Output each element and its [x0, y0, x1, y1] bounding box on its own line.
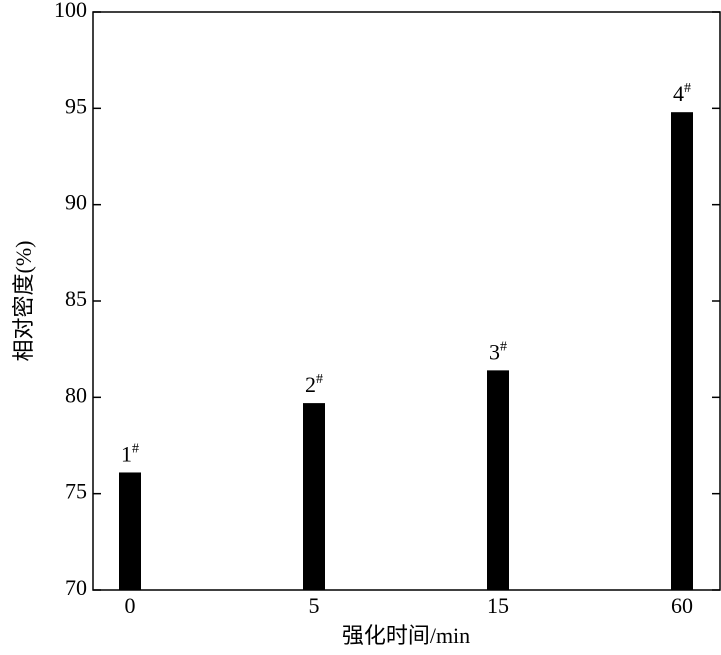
y-tick-label: 100	[54, 0, 87, 22]
bar	[487, 370, 509, 590]
x-tick-label: 5	[309, 593, 320, 618]
y-tick-label: 95	[65, 93, 87, 118]
bar-annotation: 2#	[305, 372, 323, 397]
x-tick-label: 15	[487, 593, 509, 618]
plot-frame	[92, 11, 721, 591]
bar	[119, 472, 141, 590]
bar-annotation: 1#	[121, 442, 139, 467]
y-tick-label: 75	[65, 479, 87, 504]
y-tick-label: 70	[65, 575, 87, 600]
y-tick-label: 80	[65, 382, 87, 407]
bar	[671, 112, 693, 590]
y-tick-label: 85	[65, 286, 87, 311]
bar	[303, 403, 325, 590]
y-tick-label: 90	[65, 190, 87, 215]
x-tick-label: 60	[671, 593, 693, 618]
bar-annotation: 4#	[673, 81, 691, 106]
bar-annotation: 3#	[489, 339, 507, 364]
x-axis-label: 强化时间/min	[342, 623, 470, 648]
y-axis-label: 相对密度(%)	[11, 241, 36, 362]
x-tick-label: 0	[125, 593, 136, 618]
